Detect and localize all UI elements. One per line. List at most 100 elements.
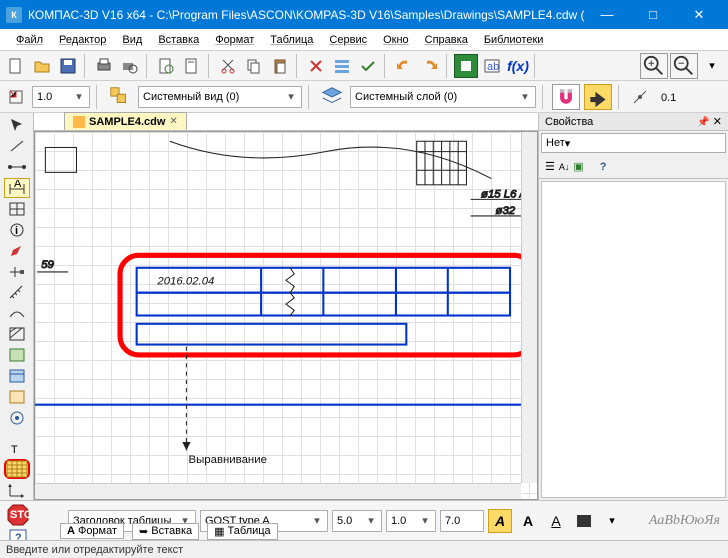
redo-button[interactable] [418,54,442,78]
toolbar-main: ab f(x) ▾ [0,51,728,81]
menu-file[interactable]: Файл [8,32,51,48]
document-tab[interactable]: SAMPLE4.cdw ✕ [64,112,187,130]
scale-icon[interactable] [4,85,28,109]
zoom-in-button[interactable] [640,53,668,79]
bottom-tab-format[interactable]: AФормат [60,523,124,539]
tool-spec[interactable] [4,366,30,386]
props-az-icon[interactable]: A↓ [559,162,570,172]
var-button[interactable]: ab [480,54,504,78]
tool-segment[interactable] [4,157,30,177]
drawing-canvas[interactable]: ø15 L6 / кв ø32 59 [34,131,538,500]
layer-manager-icon[interactable] [318,84,346,110]
minimize-button[interactable]: — [584,0,630,29]
tool-measure[interactable] [4,283,30,303]
size3-input[interactable]: 7.0 [440,510,484,532]
titlebar: К КОМПАС-3D V16 x64 - C:\Program Files\A… [0,0,728,29]
paste-button[interactable] [268,54,292,78]
svg-text:59: 59 [41,259,54,271]
bold-button[interactable]: A [516,509,540,533]
magnet-button[interactable] [552,84,580,110]
tool-line[interactable] [4,136,30,156]
props-help-icon[interactable]: ? [600,161,607,173]
window-title: КОМПАС-3D V16 x64 - C:\Program Files\ASC… [28,8,584,22]
tool-select[interactable] [4,115,30,135]
tool-table[interactable] [4,459,30,479]
props-pin-icon[interactable]: 📌 [697,117,709,128]
app-icon: К [6,7,22,23]
props-apply-icon[interactable]: ▣ [573,160,583,173]
maximize-button[interactable]: □ [630,0,676,29]
tool-grid[interactable] [4,199,30,219]
print-preview-button[interactable] [118,54,142,78]
copy-button[interactable] [242,54,266,78]
tool-report[interactable] [4,387,30,407]
status-text: Введите или отредактируйте текст [6,544,183,556]
cut-button[interactable] [216,54,240,78]
view-manager-icon[interactable] [106,84,134,110]
menu-libraries[interactable]: Библиотеки [476,32,552,48]
scrollbar-vertical[interactable] [521,132,537,483]
tool-info[interactable]: i [4,220,30,240]
undo-button[interactable] [392,54,416,78]
view-combo[interactable]: Системный вид (0)▾ [138,86,302,108]
menu-window[interactable]: Окно [375,32,417,48]
library-button[interactable] [454,54,478,78]
new-button[interactable] [4,54,28,78]
props-sort-icon[interactable]: ☰ [545,160,555,173]
snap-button[interactable] [584,84,612,110]
menu-insert[interactable]: Вставка [150,32,207,48]
menu-format[interactable]: Формат [207,32,262,48]
svg-text:ab: ab [487,61,499,73]
menubar: Файл Редактор Вид Вставка Формат Таблица… [0,29,728,51]
bottom-tab-insert[interactable]: ➥Вставка [132,523,199,540]
save-button[interactable] [56,54,80,78]
stop-button[interactable]: STOP [6,503,30,527]
doc2-button[interactable] [180,54,204,78]
color-button[interactable] [572,509,596,533]
properties-button[interactable] [330,54,354,78]
size1-combo[interactable]: 5.0▾ [332,510,382,532]
properties-object-combo[interactable]: Нет▾ [541,133,726,153]
scale-combo[interactable]: 1.0▾ [32,86,90,108]
tool-hatch[interactable] [4,324,30,344]
svg-text:i: i [15,225,18,237]
menu-table[interactable]: Таблица [262,32,321,48]
menu-help[interactable]: Справка [417,32,476,48]
tool-table2[interactable] [4,345,30,365]
tool-spline[interactable] [4,303,30,323]
menu-service[interactable]: Сервис [321,32,375,48]
scrollbar-horizontal[interactable] [35,483,521,499]
underline-button[interactable]: A [544,509,568,533]
tool-edit[interactable] [4,241,30,261]
size2-combo[interactable]: 1.0▾ [386,510,436,532]
preview-doc-button[interactable] [154,54,178,78]
toolbar-view: 1.0▾ Системный вид (0)▾ Системный слой (… [0,81,728,113]
menu-view[interactable]: Вид [114,32,150,48]
print-button[interactable] [92,54,116,78]
close-button[interactable]: ✕ [676,0,722,29]
orto-button[interactable] [628,85,652,109]
tab-label: SAMPLE4.cdw [89,116,165,128]
layer-combo[interactable]: Системный слой (0)▾ [350,86,536,108]
round-button[interactable]: 0.1 [656,85,680,109]
zoom-out-button[interactable] [670,53,698,79]
zoom-dropdown[interactable]: ▾ [700,54,724,78]
open-button[interactable] [30,54,54,78]
tool-view[interactable] [4,408,30,428]
tab-close-icon[interactable]: ✕ [169,116,177,127]
check-button[interactable] [356,54,380,78]
tool-text[interactable]: T [4,438,30,458]
tool-axis[interactable] [4,480,30,500]
props-close-icon[interactable]: ✕ [713,116,722,128]
bottom-tab-table[interactable]: ▦Таблица [207,523,278,540]
tool-param[interactable] [4,262,30,282]
font-preview: AaBbЮюЯя [649,513,720,529]
tool-dimension[interactable]: A [4,178,30,198]
color-dropdown[interactable]: ▾ [600,509,624,533]
svg-text:STOP: STOP [10,509,29,521]
menu-edit[interactable]: Редактор [51,32,114,48]
italic-button[interactable]: A [488,509,512,533]
fx-button[interactable]: f(x) [506,54,530,78]
cancel-button[interactable] [304,54,328,78]
left-toolbar: A i T [0,113,34,500]
